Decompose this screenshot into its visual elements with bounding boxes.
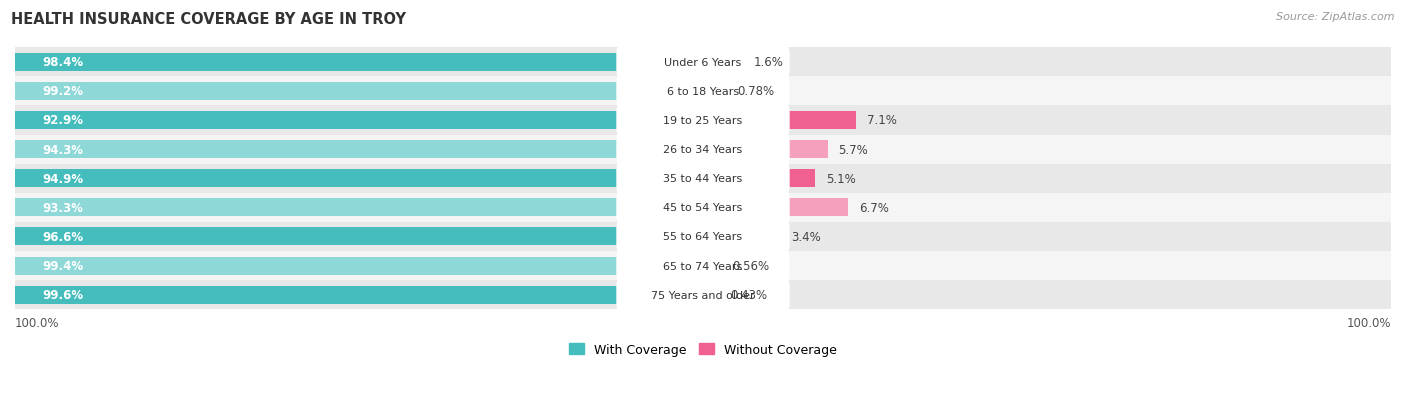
Text: 3.4%: 3.4% [792, 230, 821, 243]
Bar [15, 193, 1391, 222]
Bar [15, 77, 1391, 106]
Bar [710, 54, 742, 71]
Legend: With Coverage, Without Coverage: With Coverage, Without Coverage [564, 338, 842, 361]
Bar [710, 199, 848, 217]
Text: 94.3%: 94.3% [42, 143, 83, 156]
FancyBboxPatch shape [616, 221, 790, 253]
Bar [15, 54, 692, 71]
FancyBboxPatch shape [616, 75, 790, 108]
Bar [15, 112, 654, 130]
Bar [15, 170, 668, 188]
Text: Under 6 Years: Under 6 Years [665, 57, 741, 67]
FancyBboxPatch shape [616, 104, 790, 137]
Text: 93.3%: 93.3% [42, 202, 83, 214]
Bar [15, 286, 700, 304]
Text: 99.2%: 99.2% [42, 85, 83, 98]
Text: 6.7%: 6.7% [859, 202, 889, 214]
Text: 45 to 54 Years: 45 to 54 Years [664, 203, 742, 213]
FancyBboxPatch shape [616, 192, 790, 224]
Text: 26 to 34 Years: 26 to 34 Years [664, 145, 742, 155]
Bar [15, 164, 1391, 193]
FancyBboxPatch shape [616, 133, 790, 166]
Text: Source: ZipAtlas.com: Source: ZipAtlas.com [1277, 12, 1395, 22]
Bar [15, 257, 699, 275]
Text: 100.0%: 100.0% [1347, 316, 1391, 329]
Bar [15, 106, 1391, 135]
Text: 0.78%: 0.78% [737, 85, 775, 98]
Bar [15, 252, 1391, 280]
Text: 35 to 44 Years: 35 to 44 Years [664, 174, 742, 184]
Bar [15, 199, 657, 217]
Bar [15, 48, 1391, 77]
Bar [15, 222, 1391, 252]
Text: 0.56%: 0.56% [733, 259, 769, 273]
FancyBboxPatch shape [616, 249, 790, 282]
FancyBboxPatch shape [616, 46, 790, 79]
Text: 96.6%: 96.6% [42, 230, 83, 243]
Bar [710, 141, 828, 159]
Text: 0.43%: 0.43% [730, 289, 766, 301]
Text: 92.9%: 92.9% [42, 114, 83, 127]
Text: 5.7%: 5.7% [838, 143, 869, 156]
Bar [15, 135, 1391, 164]
Text: 99.6%: 99.6% [42, 289, 83, 301]
FancyBboxPatch shape [616, 279, 790, 311]
Text: 5.1%: 5.1% [827, 172, 856, 185]
Text: 19 to 25 Years: 19 to 25 Years [664, 116, 742, 126]
Text: 99.4%: 99.4% [42, 259, 83, 273]
Bar [710, 257, 721, 275]
Text: 6 to 18 Years: 6 to 18 Years [666, 87, 740, 97]
Bar [710, 286, 718, 304]
Bar [710, 170, 815, 188]
Text: 94.9%: 94.9% [42, 172, 83, 185]
Bar [710, 228, 780, 246]
FancyBboxPatch shape [616, 162, 790, 195]
Text: 1.6%: 1.6% [754, 56, 783, 69]
Text: 65 to 74 Years: 65 to 74 Years [664, 261, 742, 271]
Text: 98.4%: 98.4% [42, 56, 83, 69]
Bar [15, 228, 679, 246]
Text: 75 Years and older: 75 Years and older [651, 290, 755, 300]
Text: 100.0%: 100.0% [15, 316, 59, 329]
Bar [710, 83, 725, 101]
Text: 7.1%: 7.1% [868, 114, 897, 127]
Bar [710, 112, 856, 130]
Bar [15, 280, 1391, 309]
Text: HEALTH INSURANCE COVERAGE BY AGE IN TROY: HEALTH INSURANCE COVERAGE BY AGE IN TROY [11, 12, 406, 27]
Text: 55 to 64 Years: 55 to 64 Years [664, 232, 742, 242]
Bar [15, 141, 664, 159]
Bar [15, 83, 697, 101]
